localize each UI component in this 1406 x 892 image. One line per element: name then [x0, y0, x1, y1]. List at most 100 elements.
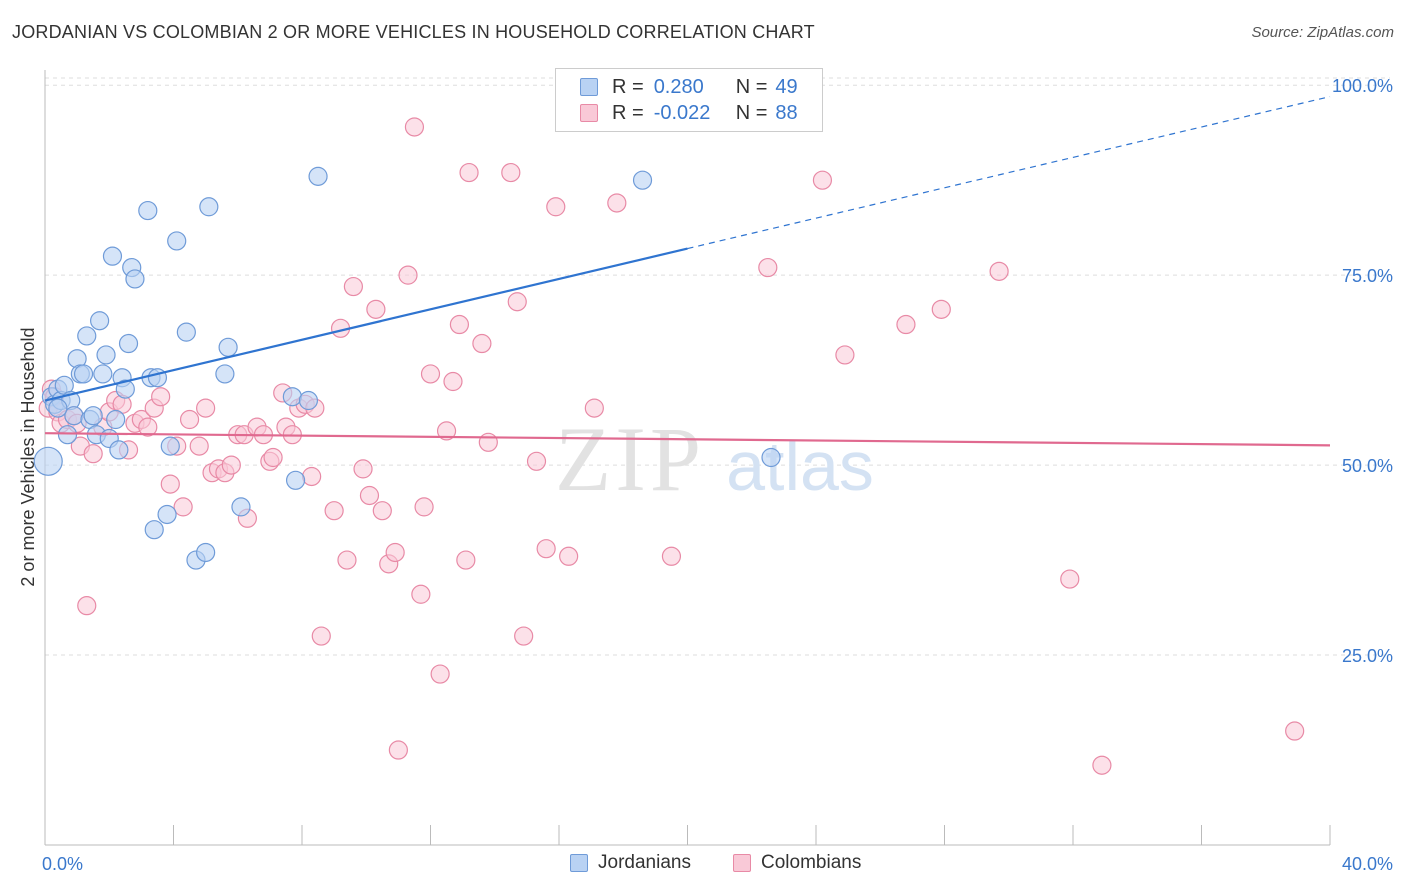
jordanians-point — [102, 246, 123, 266]
colombians-point — [263, 447, 283, 468]
jordanians-point — [83, 406, 103, 426]
colombians-point — [501, 162, 521, 183]
colombians-point — [420, 364, 441, 384]
colombians-point — [443, 371, 463, 392]
jordanians-point — [144, 520, 164, 540]
jordanians-point — [199, 197, 219, 217]
jordanians-point — [138, 200, 158, 221]
jordanians-point — [308, 166, 328, 186]
colombians-point — [1285, 721, 1305, 741]
jordanians-swatch — [570, 854, 588, 872]
jordanians-point — [48, 398, 68, 418]
jordanians-point — [57, 425, 78, 445]
jordanians-points — [33, 166, 781, 570]
jordanians-point — [215, 364, 235, 384]
colombians-point — [931, 299, 951, 319]
colombians-point — [324, 501, 344, 521]
colombians-point — [478, 432, 498, 452]
colombians-point — [584, 398, 604, 418]
x-tick-label: 0.0% — [42, 854, 83, 874]
colombians-point — [1060, 569, 1080, 589]
colombians-point — [546, 197, 566, 217]
watermark-zip: ZIP — [555, 408, 705, 510]
jordanians-point — [77, 326, 97, 346]
legend-row-jordanians: R = 0.280 N = 49 — [580, 74, 798, 100]
colombians-point — [138, 417, 158, 437]
n-value: 88 — [775, 101, 798, 124]
y-axis-label: 2 or more Vehicles in Household — [18, 327, 38, 586]
jordanians-point — [125, 269, 145, 289]
jordanians-point — [73, 364, 94, 384]
gridlines — [45, 77, 1390, 656]
jordanians-point — [231, 497, 251, 517]
jordanians-point — [96, 345, 116, 365]
jordanians-point — [64, 406, 84, 426]
n-label: N = — [735, 101, 768, 124]
trend-lines — [44, 96, 1331, 447]
colombians-point — [388, 740, 408, 760]
jordanians-point — [106, 409, 126, 430]
colombians-point — [221, 455, 241, 475]
colombians-point — [436, 421, 457, 441]
colombians-swatch — [733, 854, 751, 872]
jordanians-point — [298, 390, 319, 411]
colombians-point — [311, 626, 331, 646]
colombians-point — [83, 444, 103, 464]
colombians-point — [607, 193, 627, 213]
colombians-point — [526, 451, 547, 471]
colombians-point — [812, 170, 833, 190]
jordanians-trend-line — [44, 247, 688, 402]
chart-title: JORDANIAN VS COLOMBIAN 2 OR MORE VEHICLE… — [12, 22, 815, 42]
colombians-point — [337, 550, 357, 570]
jordanians-point — [167, 231, 187, 251]
correlation-legend: R = 0.280 N = 49 R = -0.022 N = 88 — [555, 68, 823, 132]
legend-item-colombians[interactable]: Colombians — [733, 852, 861, 874]
colombians-point — [456, 550, 476, 570]
colombians-point — [160, 474, 180, 494]
colombians-point — [514, 626, 534, 646]
colombians-point — [385, 542, 405, 563]
colombians-point — [173, 497, 193, 517]
colombians-point — [151, 387, 171, 407]
y-tick-label: 50.0% — [1342, 456, 1393, 476]
jordanians-point — [196, 542, 216, 563]
r-label: R = — [612, 75, 644, 98]
colombians-point — [404, 117, 425, 137]
colombians-point — [179, 409, 200, 430]
jordanians-point — [632, 170, 653, 190]
jordanians-trend-extension — [687, 96, 1331, 250]
colombians-point — [359, 485, 380, 506]
y-tick-label: 100.0% — [1332, 76, 1393, 96]
legend-item-jordanians[interactable]: Jordanians — [570, 852, 691, 874]
jordanians-point — [115, 379, 135, 399]
colombians-point — [366, 299, 386, 319]
colombians-point — [559, 546, 579, 566]
source-credit: Source: ZipAtlas.com — [1251, 24, 1394, 41]
colombians-point — [507, 292, 527, 312]
colombians-point — [896, 314, 916, 335]
jordanians-point — [761, 447, 781, 468]
colombians-point — [472, 333, 492, 354]
colombians-point — [536, 539, 556, 559]
y-tick-label: 25.0% — [1342, 646, 1393, 666]
x-tick-label: 40.0% — [1342, 854, 1393, 874]
colombians-point — [459, 162, 479, 183]
colombians-swatch — [580, 104, 598, 122]
n-value: 49 — [775, 75, 798, 98]
colombians-point — [372, 501, 392, 521]
colombians-point — [414, 497, 434, 517]
colombians-trend-line — [44, 432, 1331, 447]
colombians-point — [189, 436, 209, 456]
r-value: -0.022 — [653, 101, 711, 124]
jordanians-point — [118, 333, 139, 354]
colombians-point — [302, 466, 322, 487]
colombians-point — [353, 459, 373, 479]
colombians-point — [398, 265, 418, 285]
colombians-point — [343, 276, 363, 297]
colombians-point — [1092, 755, 1112, 775]
jordanians-point — [157, 504, 177, 525]
series-legend: Jordanians Colombians — [0, 852, 1406, 876]
legend-label: Colombians — [761, 852, 862, 873]
jordanians-point — [282, 387, 302, 407]
